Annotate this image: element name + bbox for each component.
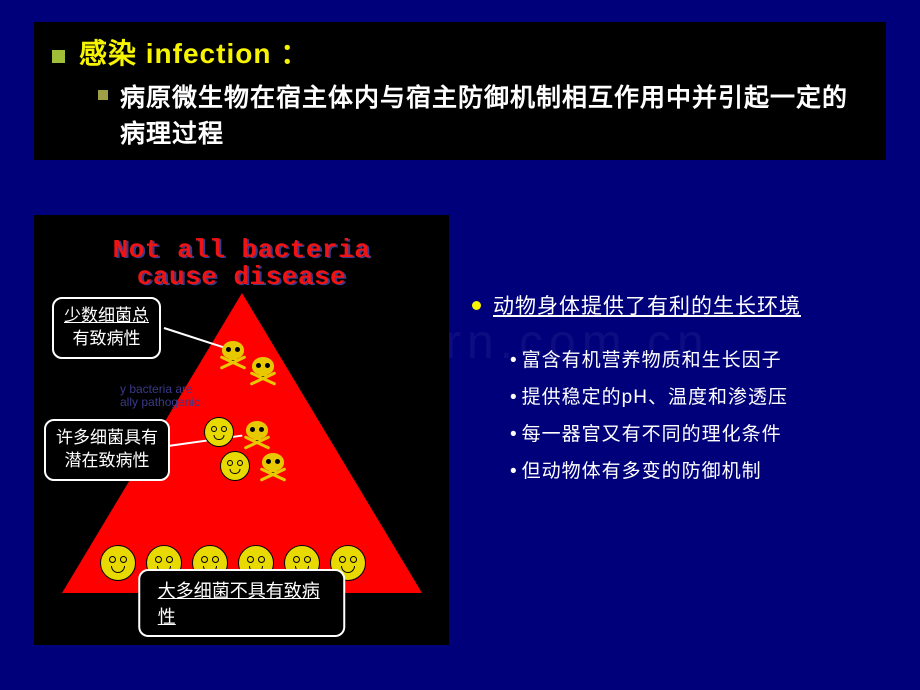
ghost-line2: ally pathogenic xyxy=(120,395,200,409)
header-line1-text: 感染 infection ： xyxy=(79,32,309,72)
skull-icon xyxy=(260,453,286,483)
diagram-title: Not all bacteria cause disease xyxy=(34,237,449,292)
smile-icon xyxy=(100,545,136,581)
skull-icon xyxy=(250,357,276,387)
dot-bullet-icon xyxy=(472,301,481,310)
callout-top: 少数细菌总 有致病性 xyxy=(52,297,161,359)
right-sublist: 富含有机营养物质和生长因子 提供稳定的pH、温度和渗透压 每一器官又有不同的理化… xyxy=(510,342,902,490)
right-item: 每一器官又有不同的理化条件 xyxy=(510,416,902,453)
skull-icon xyxy=(220,341,246,371)
right-list-heading-text: 动物身体提供了有利的生长环境 xyxy=(493,290,801,320)
header-line1: 感染 infection ： xyxy=(52,32,868,72)
square-bullet-icon xyxy=(98,90,108,100)
right-item: 提供稳定的pH、温度和渗透压 xyxy=(510,379,902,416)
callout-mid-line1: 许多细菌具有 xyxy=(56,428,158,447)
skull-icon xyxy=(244,421,270,451)
bottom-label: 大多细菌不具有致病性 xyxy=(138,569,346,637)
callout-top-line2: 有致病性 xyxy=(73,329,141,348)
diagram-title-line1: Not all bacteria xyxy=(113,235,371,265)
right-list-heading: 动物身体提供了有利的生长环境 xyxy=(472,290,902,320)
square-bullet-icon xyxy=(52,50,65,63)
callout-top-line1: 少数细菌总 xyxy=(64,306,149,325)
callout-mid-line2: 潜在致病性 xyxy=(65,451,150,470)
diagram-title-line2: cause disease xyxy=(137,262,346,292)
right-item: 但动物体有多变的防御机制 xyxy=(510,453,902,490)
right-item: 富含有机营养物质和生长因子 xyxy=(510,342,902,379)
header-line2-text: 病原微生物在宿主体内与宿主防御机制相互作用中并引起一定的病理过程 xyxy=(120,80,868,153)
ghost-line1: y bacteria are xyxy=(120,382,193,396)
pyramid-diagram: Not all bacteria cause disease y bacteri… xyxy=(34,215,449,645)
header-line2: 病原微生物在宿主体内与宿主防御机制相互作用中并引起一定的病理过程 xyxy=(98,80,868,153)
smile-icon xyxy=(220,451,250,481)
callout-mid: 许多细菌具有 潜在致病性 xyxy=(44,419,170,481)
header-box: 感染 infection ： 病原微生物在宿主体内与宿主防御机制相互作用中并引起… xyxy=(34,22,886,160)
ghost-label: y bacteria are ally pathogenic xyxy=(120,383,200,409)
smile-icon xyxy=(204,417,234,447)
right-list: 动物身体提供了有利的生长环境 富含有机营养物质和生长因子 提供稳定的pH、温度和… xyxy=(472,290,902,490)
